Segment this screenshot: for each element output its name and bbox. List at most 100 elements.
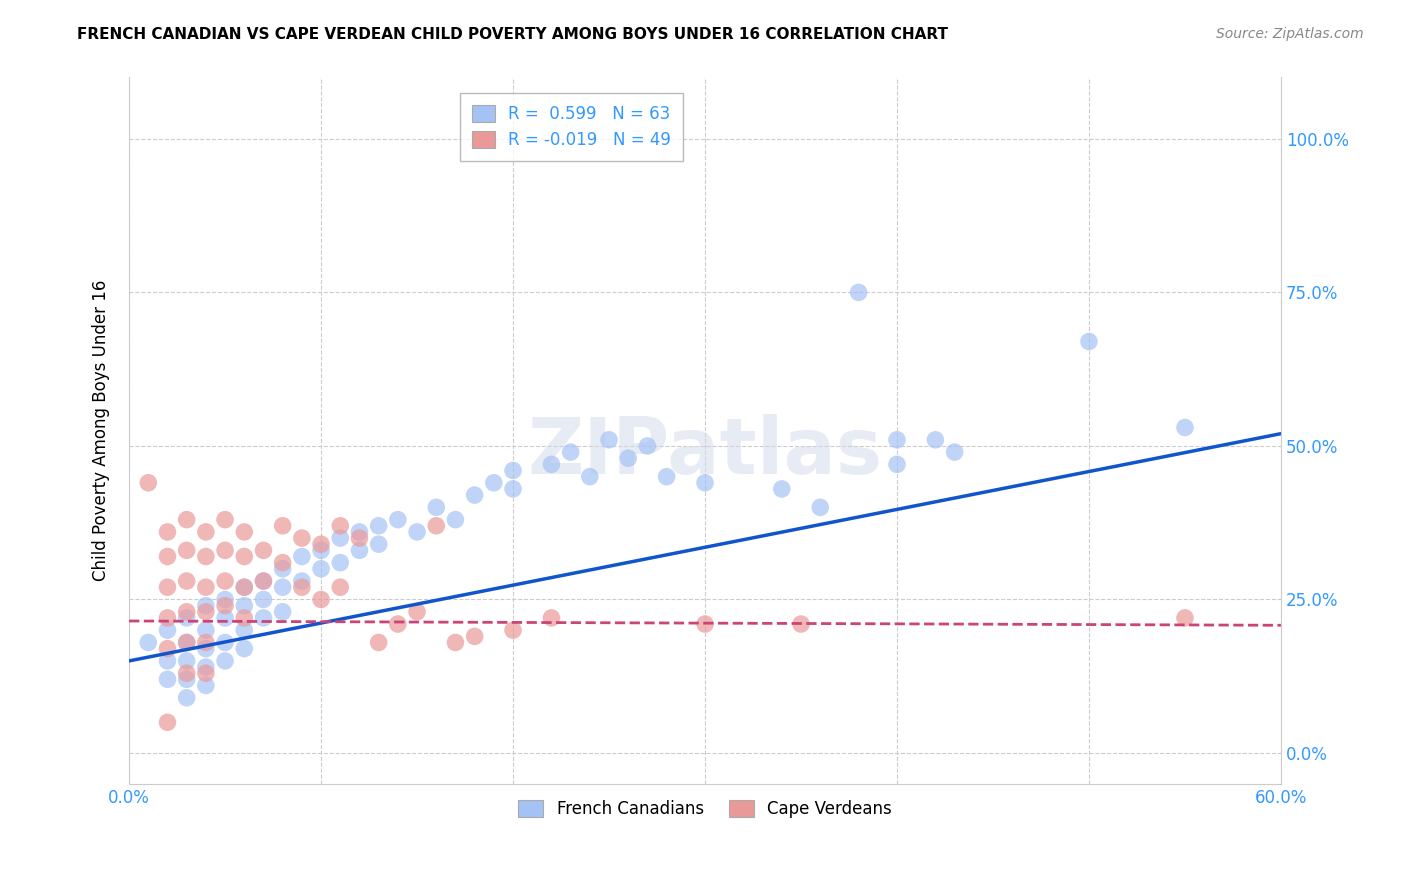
Point: [636, 439, 658, 453]
Point: [156, 673, 179, 687]
Point: [329, 580, 352, 594]
Point: [194, 605, 217, 619]
Point: [176, 666, 198, 681]
Point: [309, 543, 332, 558]
Point: [214, 592, 236, 607]
Point: [252, 592, 274, 607]
Point: [1174, 420, 1197, 434]
Point: [540, 458, 562, 472]
Point: [329, 518, 352, 533]
Point: [309, 562, 332, 576]
Point: [271, 556, 294, 570]
Point: [886, 433, 908, 447]
Point: [233, 641, 256, 656]
Point: [848, 285, 870, 300]
Point: [214, 574, 236, 588]
Point: [176, 611, 198, 625]
Point: [194, 635, 217, 649]
Point: [214, 635, 236, 649]
Point: [156, 611, 179, 625]
Point: [425, 500, 447, 515]
Point: [655, 469, 678, 483]
Point: [291, 580, 314, 594]
Point: [1078, 334, 1101, 349]
Point: [156, 641, 179, 656]
Point: [271, 518, 294, 533]
Point: [1174, 611, 1197, 625]
Point: [291, 574, 314, 588]
Point: [194, 666, 217, 681]
Point: [252, 574, 274, 588]
Point: [194, 641, 217, 656]
Point: [194, 678, 217, 692]
Point: [214, 599, 236, 613]
Point: [560, 445, 582, 459]
Point: [194, 623, 217, 637]
Point: [156, 623, 179, 637]
Point: [309, 592, 332, 607]
Point: [349, 524, 371, 539]
Point: [502, 623, 524, 637]
Point: [271, 605, 294, 619]
Point: [194, 660, 217, 674]
Point: [924, 433, 946, 447]
Point: [176, 605, 198, 619]
Point: [329, 556, 352, 570]
Point: [214, 543, 236, 558]
Point: [425, 518, 447, 533]
Point: [252, 543, 274, 558]
Point: [406, 605, 429, 619]
Point: [156, 549, 179, 564]
Point: [252, 611, 274, 625]
Point: [233, 611, 256, 625]
Point: [406, 524, 429, 539]
Point: [387, 617, 409, 632]
Point: [156, 580, 179, 594]
Point: [194, 580, 217, 594]
Point: [770, 482, 793, 496]
Point: [309, 537, 332, 551]
Point: [176, 635, 198, 649]
Point: [233, 524, 256, 539]
Point: [943, 445, 966, 459]
Y-axis label: Child Poverty Among Boys Under 16: Child Poverty Among Boys Under 16: [93, 280, 110, 582]
Point: [886, 458, 908, 472]
Point: [156, 715, 179, 730]
Point: [444, 513, 467, 527]
Point: [464, 629, 486, 643]
Point: [367, 537, 389, 551]
Point: [540, 611, 562, 625]
Point: [156, 524, 179, 539]
Point: [176, 690, 198, 705]
Point: [176, 513, 198, 527]
Point: [598, 433, 620, 447]
Point: [176, 635, 198, 649]
Point: [349, 531, 371, 545]
Point: [233, 599, 256, 613]
Point: [233, 580, 256, 594]
Text: Source: ZipAtlas.com: Source: ZipAtlas.com: [1216, 27, 1364, 41]
Point: [194, 549, 217, 564]
Point: [291, 549, 314, 564]
Point: [271, 580, 294, 594]
Point: [271, 562, 294, 576]
Point: [136, 475, 159, 490]
Point: [214, 654, 236, 668]
Point: [329, 531, 352, 545]
Point: [156, 654, 179, 668]
Point: [367, 518, 389, 533]
Point: [291, 531, 314, 545]
Point: [214, 611, 236, 625]
Point: [233, 549, 256, 564]
Point: [176, 673, 198, 687]
Text: FRENCH CANADIAN VS CAPE VERDEAN CHILD POVERTY AMONG BOYS UNDER 16 CORRELATION CH: FRENCH CANADIAN VS CAPE VERDEAN CHILD PO…: [77, 27, 948, 42]
Point: [502, 482, 524, 496]
Point: [367, 635, 389, 649]
Point: [176, 574, 198, 588]
Point: [233, 580, 256, 594]
Point: [387, 513, 409, 527]
Point: [194, 524, 217, 539]
Point: [194, 599, 217, 613]
Legend: French Canadians, Cape Verdeans: French Canadians, Cape Verdeans: [512, 793, 898, 825]
Point: [252, 574, 274, 588]
